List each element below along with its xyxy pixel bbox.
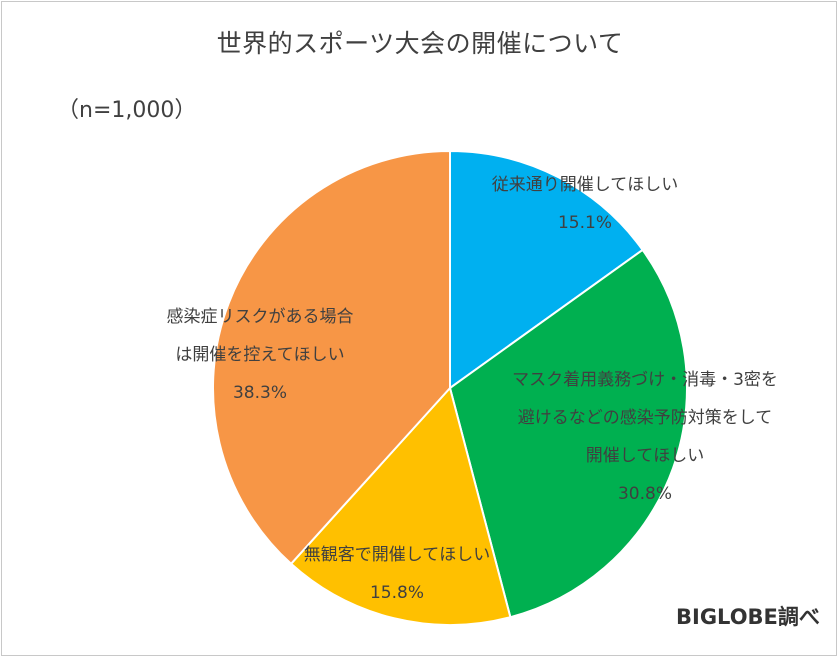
slice-value-label-1: 15.1%: [558, 213, 612, 233]
slice-value-label-4: 38.3%: [233, 383, 287, 403]
slice-category-label-1: 従来通り開催してほしい: [492, 175, 679, 195]
pie-slice-1: [449, 149, 645, 390]
pie-slice-4: [212, 149, 451, 566]
slice-category-label-4: 感染症リスクがある場合: [167, 307, 354, 327]
pie-slice-3: [289, 385, 512, 626]
chart-title: 世界的スポーツ大会の開催について: [216, 29, 624, 58]
pie-slice-2: [448, 248, 688, 619]
slice-value-label-3: 15.8%: [370, 583, 424, 603]
source-credit: BIGLOBE調べ: [676, 605, 820, 629]
slice-category-label-2: 開催してほしい: [586, 446, 705, 466]
slice-category-label-4: は開催を控えてほしい: [175, 345, 344, 365]
slice-category-label-2: 避けるなどの感染予防対策をして: [518, 408, 773, 428]
slice-value-label-2: 30.8%: [618, 484, 672, 504]
sample-size-label: （n=1,000）: [57, 98, 197, 123]
slice-category-label-3: 無観客で開催してほしい: [304, 545, 491, 565]
slice-category-label-2: マスク着用義務づけ・消毒・3密を: [512, 370, 778, 390]
